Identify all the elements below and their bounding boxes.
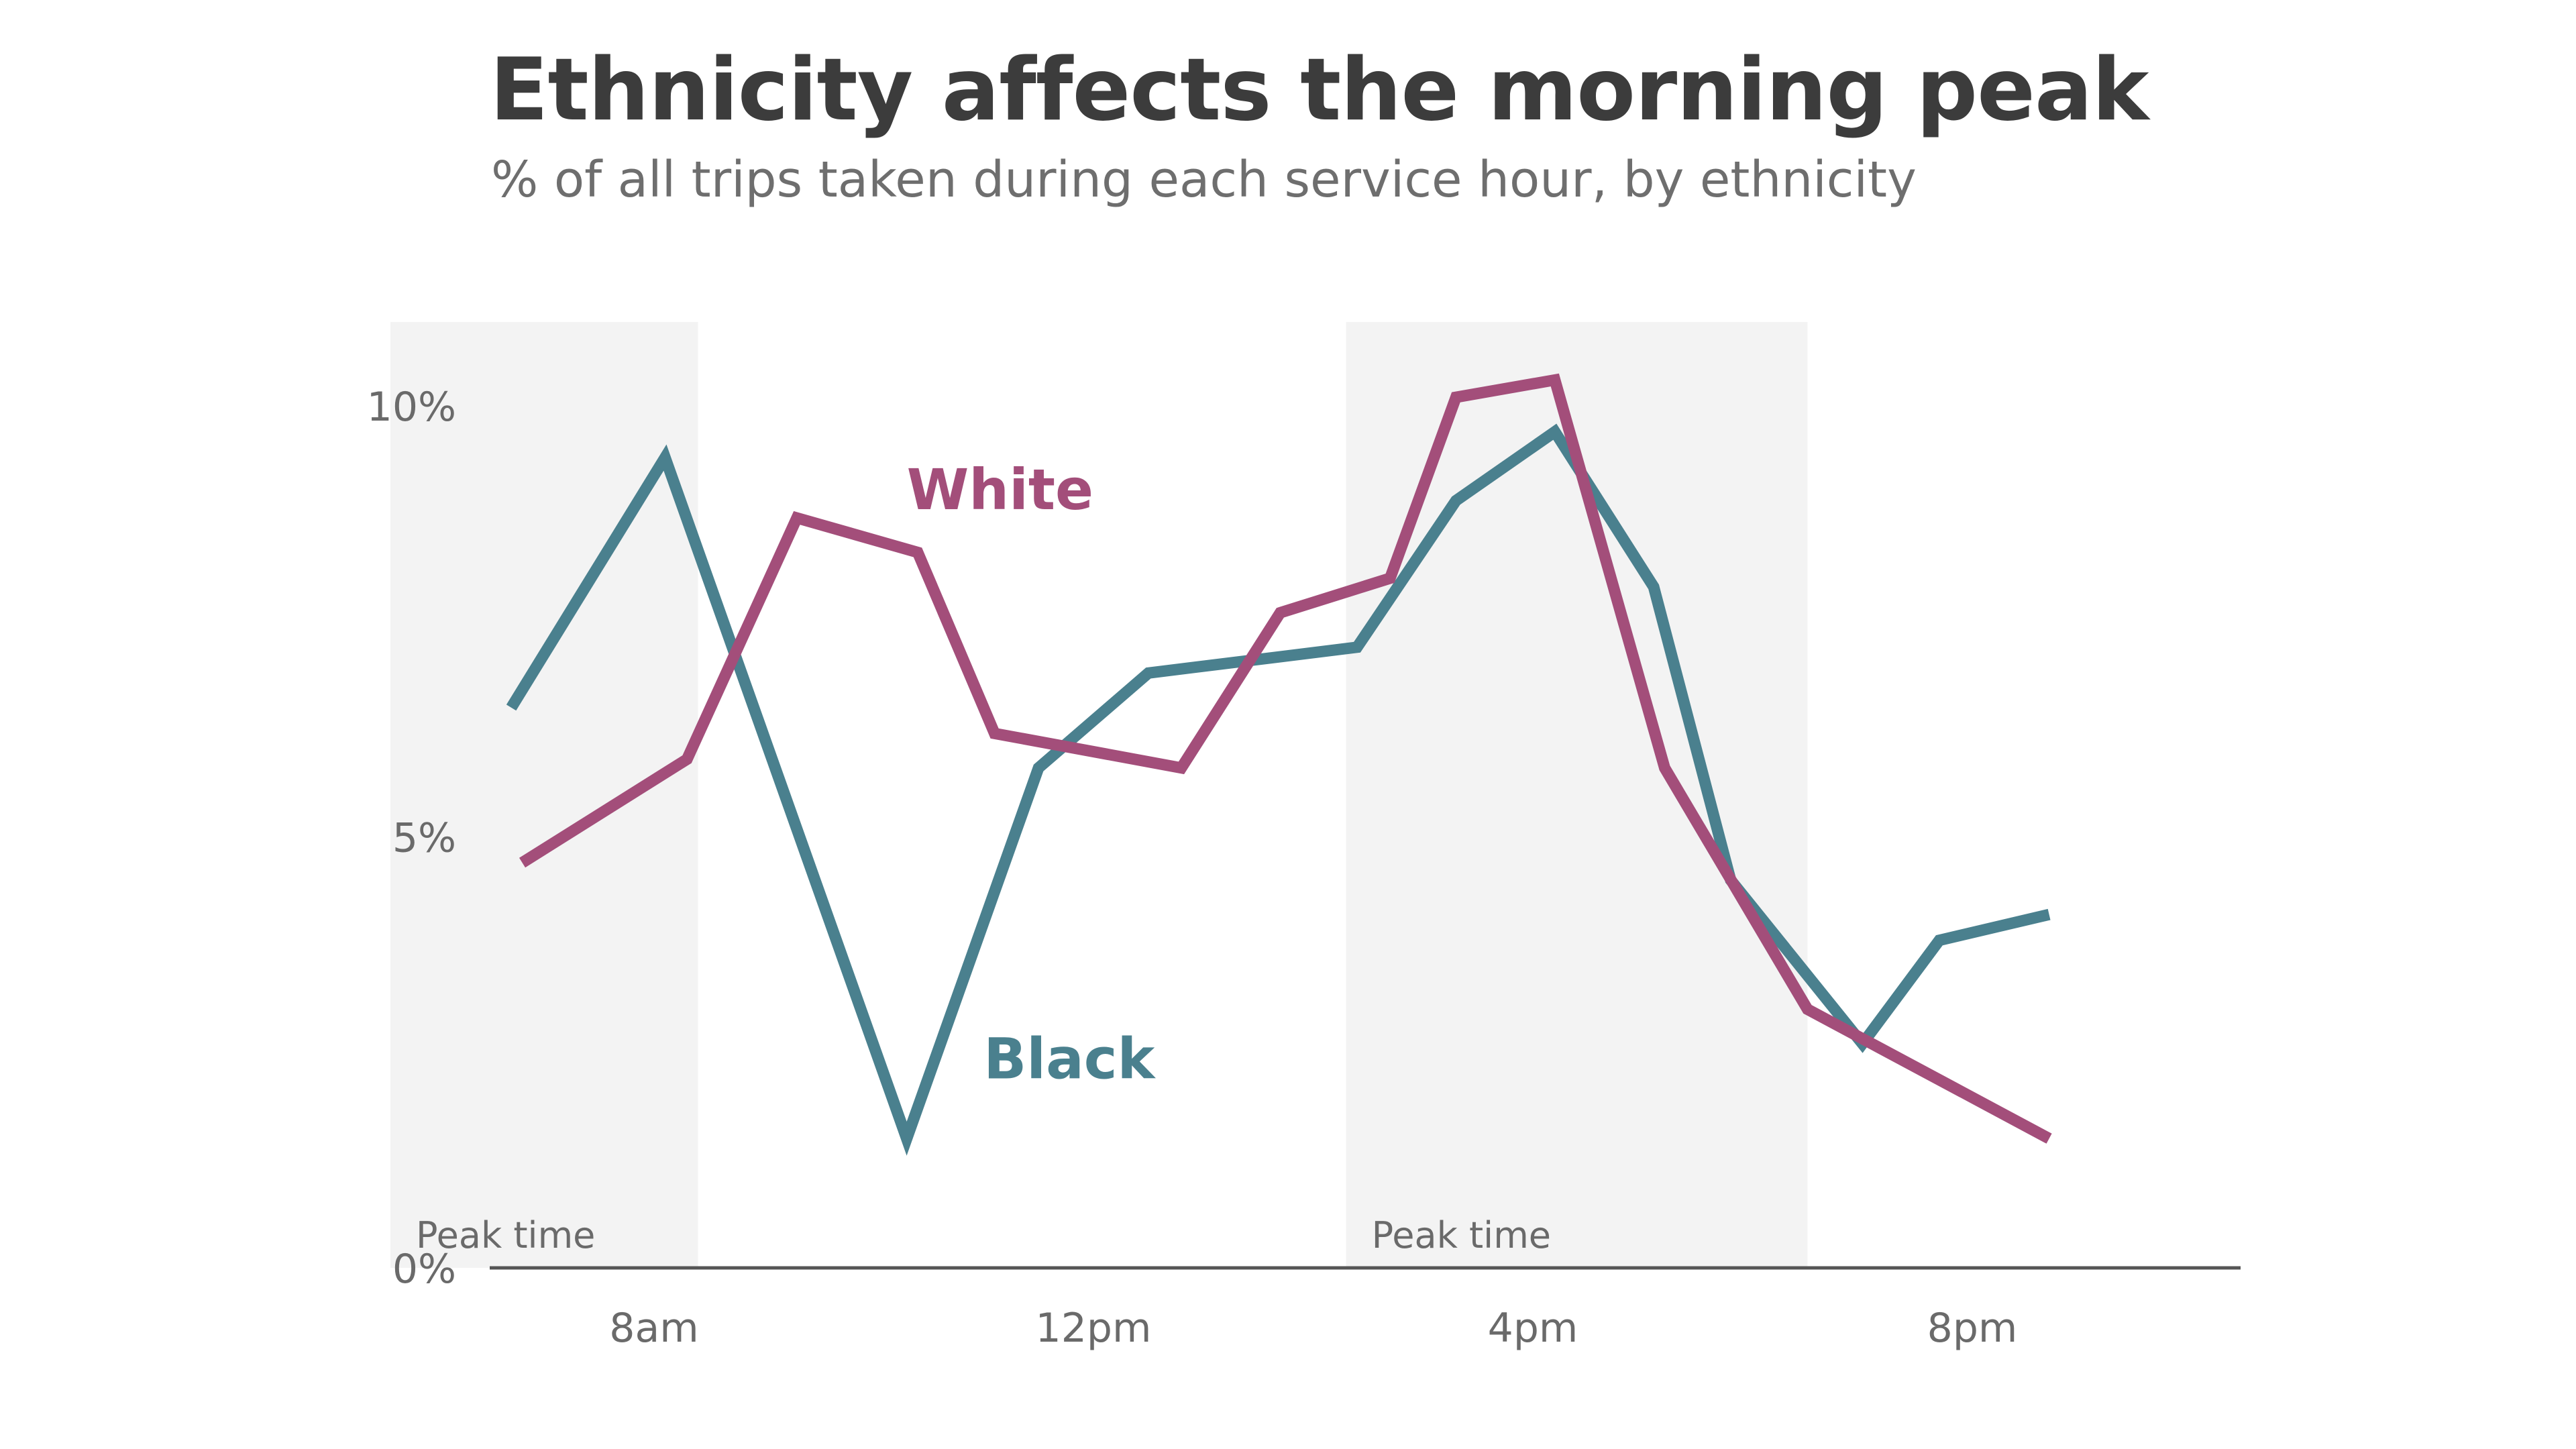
y-axis-ticks: 0% 5% 10% [367,384,456,1293]
y-tick-label: 5% [392,815,456,862]
x-axis-ticks: 8am 12pm 4pm 8pm [609,1305,2017,1352]
y-tick-label: 0% [392,1246,456,1293]
series-line-black [506,423,2051,1156]
peak-band [390,322,698,1268]
series-line-white [519,373,2052,1144]
x-tick-label: 8pm [1927,1305,2018,1352]
series-label-white: White [907,457,1093,523]
x-tick-label: 12pm [1036,1305,1152,1352]
x-tick-label: 8am [609,1305,698,1352]
peak-band-label: Peak time [1372,1214,1551,1256]
x-tick-label: 4pm [1488,1305,1578,1352]
chart-subtitle: % of all trips taken during each service… [491,151,1917,209]
chart-title: Ethnicity affects the morning peak [490,40,2149,140]
series-lines [506,373,2052,1156]
y-tick-label: 10% [367,384,456,431]
peak-bands: Peak time Peak time [390,322,1808,1268]
peak-band-label: Peak time [416,1214,595,1256]
series-labels: Black White [907,457,1157,1091]
series-label-black: Black [983,1026,1156,1091]
